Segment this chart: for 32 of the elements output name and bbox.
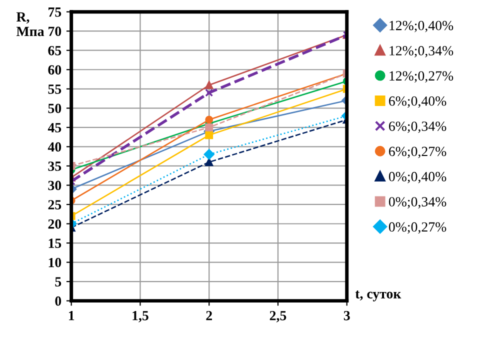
x-axis-title: t, суток	[355, 290, 402, 302]
x-tick-label: 2,5	[270, 310, 286, 322]
y-tick-label: 5	[55, 277, 62, 287]
legend-label: 12%;0,40%	[390, 20, 454, 32]
y-tick-label: 10	[48, 258, 62, 268]
legend-label: 12%;0,34%	[390, 46, 454, 58]
legend-label: 0%;0,27%	[388, 222, 446, 234]
y-tick-label: 30	[48, 180, 62, 190]
y-tick-label: 40	[48, 142, 62, 152]
y-tick-label: 15	[48, 238, 62, 248]
y-tick-label: 60	[48, 65, 62, 75]
y-tick-label: 50	[48, 104, 62, 114]
y-tick-label: 45	[48, 123, 62, 132]
legend-label: 12%;0,27%	[390, 71, 454, 83]
y-tick-label: 35	[48, 162, 62, 171]
y-tick-label: 75	[48, 8, 62, 17]
x-tick-label: 3	[344, 310, 350, 320]
x-tick-label: 1,5	[132, 311, 148, 322]
x-tick-label: 2	[206, 310, 212, 320]
legend-label: 6%;0,40%	[389, 96, 446, 108]
y-tick-label: 55	[48, 84, 62, 94]
y-tick-label: 20	[48, 219, 62, 229]
legend-label: 6%;0,34%	[389, 122, 446, 133]
legend-label: 0%;0,40%	[388, 172, 446, 184]
y-tick-label: 25	[48, 200, 62, 210]
legend-label: 0%;0,34%	[388, 197, 446, 208]
y-axis-title: R, Мпа	[16, 12, 44, 36]
y-tick-label: 70	[48, 26, 62, 36]
legend-label: 6%;0,27%	[389, 146, 446, 158]
x-tick-label: 1	[68, 311, 74, 320]
y-tick-label: 65	[48, 46, 62, 56]
y-tick-label: 0	[55, 296, 62, 306]
